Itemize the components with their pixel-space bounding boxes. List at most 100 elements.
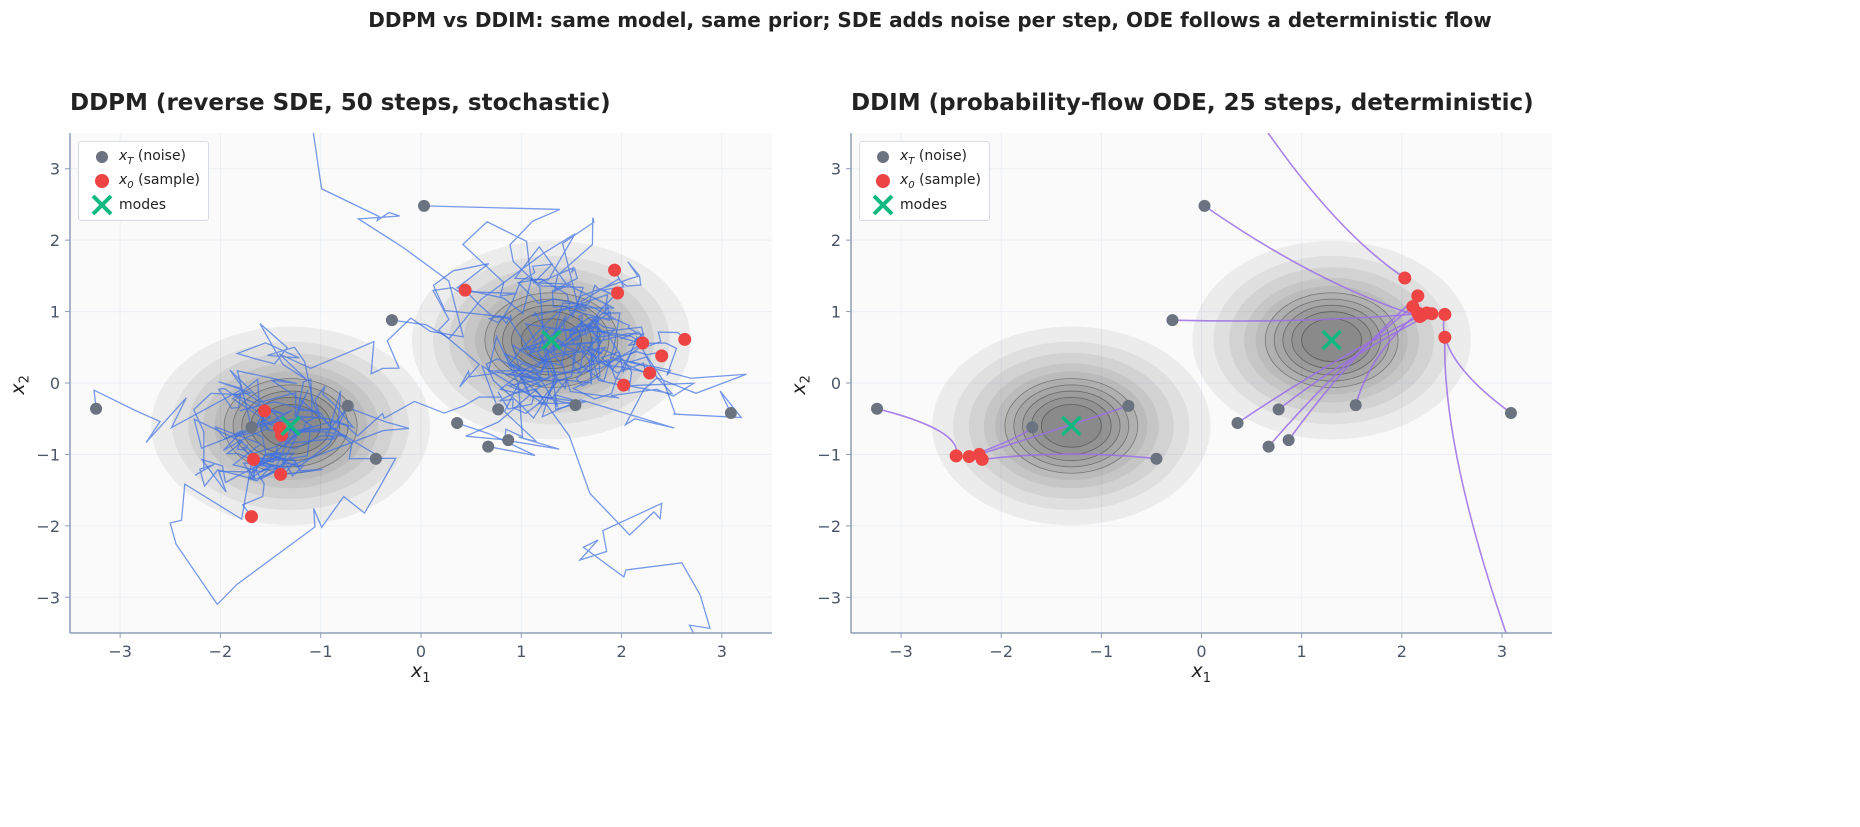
legend-entry: x0 (sample) — [85, 169, 200, 193]
noise-point — [724, 407, 737, 419]
noise-point — [90, 402, 103, 415]
y-tick-label: −1 — [817, 445, 841, 464]
y-tick-label: −2 — [36, 517, 60, 536]
y-tick-label: −3 — [36, 588, 60, 607]
sample-point — [1425, 307, 1439, 321]
sample-point — [1398, 271, 1412, 285]
mode-marker — [280, 415, 301, 437]
legend: xT (noise) x0 (sample) modes — [78, 141, 209, 221]
y-tick-label: 2 — [50, 231, 60, 250]
mode-marker — [1061, 415, 1082, 437]
ddim-trajectory — [1442, 314, 1512, 414]
y-tick-label: 1 — [831, 303, 841, 322]
ddpm-trajectory — [93, 378, 356, 517]
y-tick-label: −3 — [817, 588, 841, 607]
noise-point — [1150, 452, 1163, 465]
noise-point — [245, 421, 258, 434]
sample-point — [274, 467, 288, 481]
x-tick-label: −3 — [889, 642, 913, 661]
y-tick-label: −1 — [36, 445, 60, 464]
sample-point — [1438, 330, 1452, 344]
noise-point — [569, 399, 582, 412]
plot-content — [70, 77, 772, 689]
legend-label: xT (noise) — [900, 147, 968, 167]
ddim-trajectory — [978, 405, 1129, 456]
legend: xT (noise) x0 (sample) modes — [859, 141, 990, 221]
x-tick-label: −1 — [1090, 642, 1114, 661]
y-tick-label: 0 — [50, 374, 60, 393]
ddim-trajectory — [1354, 312, 1419, 406]
noise-point — [746, 677, 758, 689]
gray-circle-marker-icon — [85, 151, 119, 163]
noise-point — [1526, 698, 1538, 710]
legend-entry: modes — [85, 193, 200, 217]
x-tick-label: 1 — [1297, 642, 1307, 661]
ddim-trajectory — [1267, 133, 1406, 279]
ddpm-panel-title: DDPM (reverse SDE, 50 steps, stochastic) — [70, 90, 611, 116]
x-tick-label: 3 — [717, 642, 727, 661]
ddim-trajectory — [1267, 305, 1414, 448]
y-tick-label: 2 — [831, 231, 841, 250]
sample-point — [636, 336, 650, 350]
noise-point — [1216, 56, 1228, 68]
ddpm-trajectory — [235, 133, 465, 476]
sample-point — [975, 452, 989, 466]
x-tick-label: 1 — [516, 642, 526, 661]
sample-point — [678, 332, 692, 346]
sample-point — [949, 449, 963, 463]
noise-point — [1166, 314, 1179, 327]
mode-marker — [1321, 329, 1342, 351]
red-circle-marker-icon — [866, 174, 900, 188]
x-tick-label: 0 — [416, 642, 426, 661]
noise-point — [871, 402, 884, 415]
x-tick-label: −2 — [989, 642, 1013, 661]
noise-point — [341, 399, 354, 412]
x-axis-label: x1 — [1191, 660, 1212, 686]
sample-point — [643, 366, 657, 380]
x-tick-label: 0 — [1196, 642, 1206, 661]
ddpm-trajectory — [281, 388, 711, 633]
ddim-trajectory — [1443, 337, 1507, 633]
noise-point — [1504, 407, 1517, 419]
sample-point — [655, 349, 669, 363]
sample-point — [608, 263, 622, 277]
noise-point — [492, 403, 505, 416]
ddpm-trajectory — [391, 217, 642, 340]
legend-label: x0 (sample) — [119, 171, 200, 191]
noise-point — [1272, 403, 1285, 416]
legend-label: modes — [900, 197, 947, 213]
x-tick-label: −2 — [209, 642, 233, 661]
legend-entry: xT (noise) — [866, 145, 981, 169]
sample-point — [1411, 289, 1425, 303]
mode-marker — [541, 329, 562, 351]
ddim-trajectory — [982, 453, 1157, 461]
y-tick-label: 3 — [831, 160, 841, 179]
sample-point — [458, 283, 472, 297]
noise-point — [418, 199, 431, 212]
noise-point — [482, 440, 495, 453]
ddpm-trajectory — [465, 292, 678, 441]
noise-point — [385, 314, 398, 327]
sample-point — [258, 404, 272, 418]
ddim-trajectory — [1204, 205, 1421, 318]
ddim-panel-title: DDIM (probability-flow ODE, 25 steps, de… — [851, 90, 1534, 116]
gray-circle-marker-icon — [866, 151, 900, 163]
ddpm-trajectory — [432, 262, 662, 410]
ddim-trajectory — [1237, 314, 1423, 424]
noise-point — [265, 77, 277, 89]
y-axis-label: x2 — [6, 375, 33, 395]
red-circle-marker-icon — [85, 174, 119, 188]
sample-point — [245, 510, 259, 524]
x-tick-label: −1 — [309, 642, 333, 661]
y-tick-label: −2 — [817, 517, 841, 536]
noise-point — [1198, 199, 1211, 212]
ddpm-trajectory — [423, 205, 561, 388]
sample-point — [611, 286, 625, 300]
noise-point — [1282, 434, 1295, 447]
noise-point — [1026, 421, 1039, 434]
y-axis-label: x2 — [787, 375, 814, 395]
figure-title: DDPM vs DDIM: same model, same prior; SD… — [368, 8, 1492, 32]
legend-entry: xT (noise) — [85, 145, 200, 169]
noise-point — [1349, 399, 1362, 412]
